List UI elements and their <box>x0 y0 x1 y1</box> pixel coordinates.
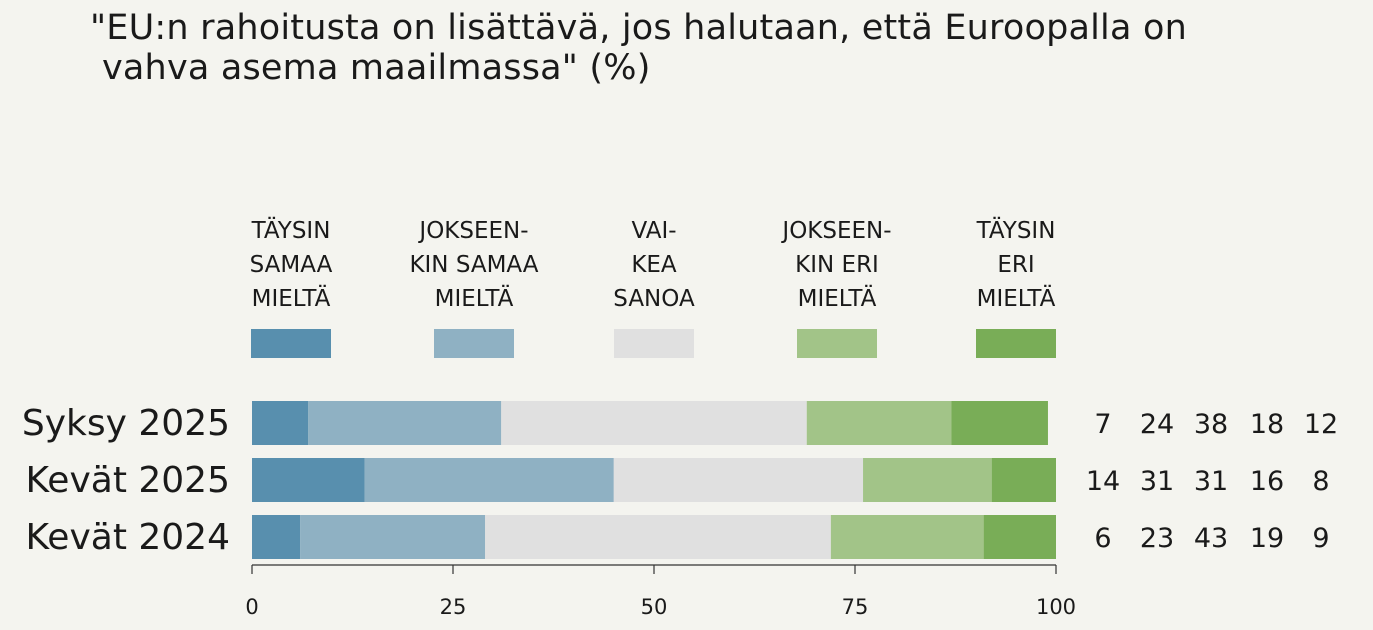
legend-item: JOKSEEN- KIN SAMAA MIELTÄ <box>409 218 539 358</box>
legend-item: TÄYSIN SAMAA MIELTÄ <box>250 216 333 358</box>
bar-segment <box>501 401 807 445</box>
x-tick-label: 0 <box>245 595 258 619</box>
x-axis: 0 25 50 75 100 <box>245 564 1076 619</box>
legend-swatch <box>797 329 877 358</box>
legend-label-line: VAI- <box>631 218 676 244</box>
value-label: 18 <box>1250 409 1284 440</box>
bar-segment <box>252 401 309 445</box>
value-label: 7 <box>1094 409 1111 440</box>
legend-item: TÄYSIN ERI MIELTÄ <box>976 216 1056 358</box>
bar-segment <box>806 401 952 445</box>
value-label: 23 <box>1140 523 1174 554</box>
bar-segment <box>485 515 831 559</box>
legend-label-line: TÄYSIN <box>251 216 331 244</box>
legend-label-line: MIELTÄ <box>977 284 1056 312</box>
value-labels: 7 24 38 18 12 14 31 31 16 8 6 23 43 19 9 <box>1086 409 1338 554</box>
legend-label-line: MIELTÄ <box>798 284 877 312</box>
chart-title-line-1: "EU:n rahoitusta on lisättävä, jos halut… <box>90 8 1187 48</box>
bars <box>252 401 1056 559</box>
bar-segment <box>308 401 502 445</box>
legend-swatch <box>976 329 1056 358</box>
row-labels: Syksy 2025 Kevät 2025 Kevät 2024 <box>22 403 230 558</box>
value-label: 24 <box>1140 409 1174 440</box>
legend-label-line: MIELTÄ <box>435 284 514 312</box>
bar-segment <box>983 515 1056 559</box>
value-label: 16 <box>1250 466 1284 497</box>
value-label: 19 <box>1250 523 1284 554</box>
bar-segment <box>613 458 864 502</box>
chart-title: "EU:n rahoitusta on lisättävä, jos halut… <box>90 8 1187 88</box>
legend-label-line: JOKSEEN- <box>780 218 891 244</box>
bar-segment <box>951 401 1048 445</box>
row-label: Syksy 2025 <box>22 403 230 444</box>
bar-segment <box>252 458 365 502</box>
bar-segment <box>364 458 614 502</box>
value-label: 6 <box>1094 523 1111 554</box>
bar-segment <box>863 458 992 502</box>
bar-segment <box>830 515 984 559</box>
legend-label-line: TÄYSIN <box>976 216 1056 244</box>
legend-label-line: KEA <box>631 252 677 278</box>
value-label: 43 <box>1194 523 1228 554</box>
row-label: Kevät 2025 <box>25 460 230 501</box>
legend: TÄYSIN SAMAA MIELTÄ JOKSEEN- KIN SAMAA MIELTÄ… <box>250 216 1056 358</box>
value-label: 31 <box>1194 466 1228 497</box>
value-label: 12 <box>1304 409 1338 440</box>
legend-item: VAI- KEA SANOA <box>613 218 695 358</box>
legend-label-line: KIN ERI <box>795 252 879 278</box>
legend-swatch <box>614 329 694 358</box>
chart-title-line-2: vahva asema maailmassa" (%) <box>102 48 651 88</box>
legend-label-line: KIN SAMAA <box>409 252 538 278</box>
bar-segment <box>252 515 301 559</box>
legend-label-line: MIELTÄ <box>252 284 331 312</box>
value-label: 9 <box>1312 523 1329 554</box>
legend-item: JOKSEEN- KIN ERI MIELTÄ <box>780 218 892 358</box>
value-label: 14 <box>1086 466 1120 497</box>
legend-label-line: JOKSEEN- <box>417 218 528 244</box>
bar-segment <box>991 458 1056 502</box>
x-tick-label: 75 <box>842 595 869 619</box>
x-tick-label: 25 <box>440 595 467 619</box>
value-label: 38 <box>1194 409 1228 440</box>
value-label: 8 <box>1312 466 1329 497</box>
row-label: Kevät 2024 <box>25 517 230 558</box>
legend-swatch <box>434 329 514 358</box>
legend-swatch <box>251 329 331 358</box>
bar-segment <box>300 515 486 559</box>
legend-label-line: ERI <box>997 252 1034 278</box>
x-tick-label: 100 <box>1036 595 1076 619</box>
x-tick-label: 50 <box>641 595 668 619</box>
value-label: 31 <box>1140 466 1174 497</box>
legend-label-line: SAMAA <box>250 252 333 278</box>
legend-label-line: SANOA <box>613 286 695 312</box>
